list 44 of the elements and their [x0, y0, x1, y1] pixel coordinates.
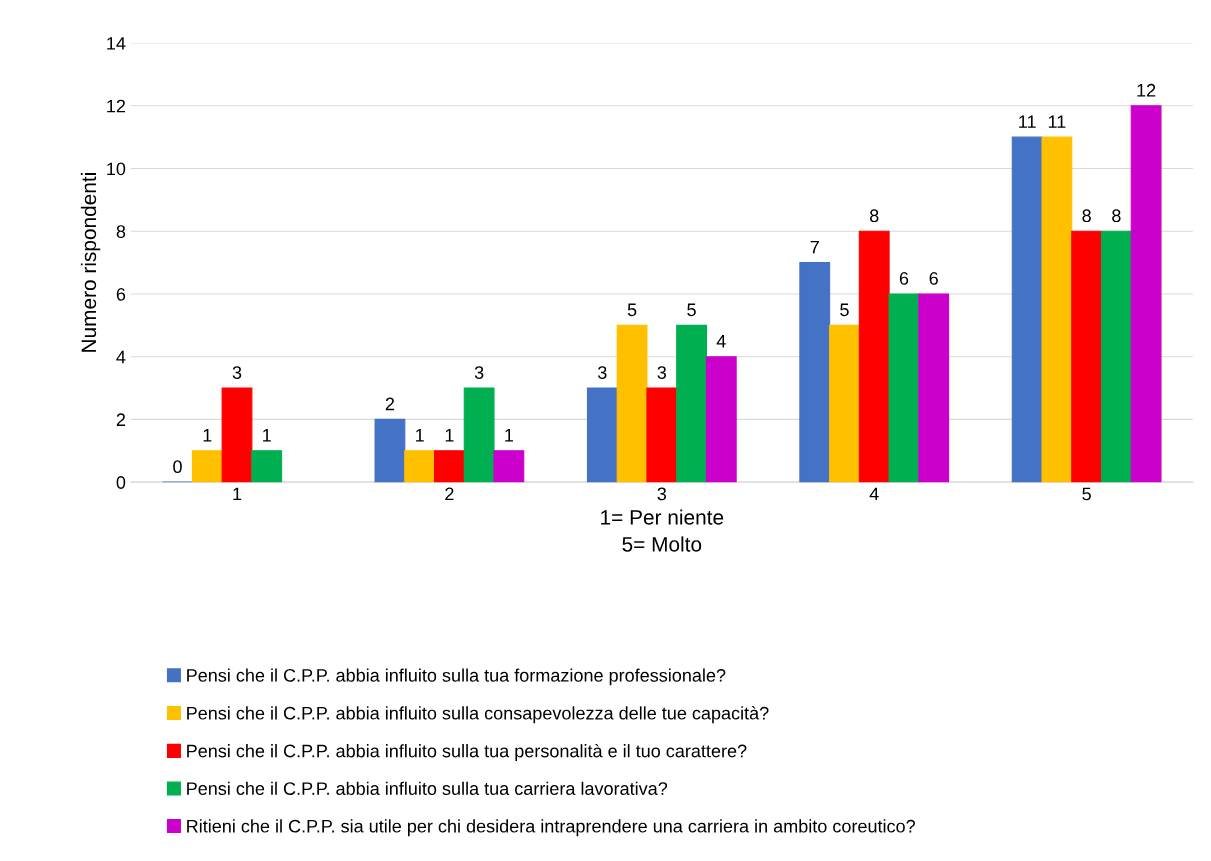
- legend-label: Pensi che il C.P.P. abbia influito sulla tua personalità e il tuo carattere?: [187, 743, 747, 761]
- data-label: 3: [474, 366, 484, 379]
- data-label: 1: [416, 429, 424, 442]
- data-label: 6: [899, 272, 909, 285]
- y-tick-label: 4: [116, 350, 126, 364]
- data-label: 1: [445, 429, 454, 442]
- legend-label: Ritieni che il C.P.P. sia utile per chi desidera intraprendere una carriera in ambito coreutico?: [187, 819, 915, 837]
- x-tick-label: 5: [1082, 487, 1091, 501]
- data-label: 3: [598, 366, 607, 379]
- x-tick-label: 4: [869, 487, 879, 501]
- x-axis-title: 1= Per niente 5= Molto: [601, 509, 724, 552]
- data-label: 3: [232, 366, 242, 379]
- y-tick-label: 0: [116, 476, 126, 489]
- y-tick-label: 6: [116, 287, 126, 301]
- legend-label: Pensi che il C.P.P. abbia influito sulla tua carriera lavorativa?: [187, 781, 668, 795]
- data-label: 1: [263, 429, 271, 442]
- data-label: 7: [810, 240, 819, 254]
- data-label: 3: [657, 366, 667, 379]
- data-label: 8: [1082, 209, 1091, 223]
- y-axis-title: Numero rispondenti: [80, 173, 101, 352]
- legend-label: Pensi che il C.P.P. abbia influito sulla consapevolezza delle tue capacità?: [187, 706, 769, 724]
- data-label: 1: [505, 429, 514, 442]
- y-tick-label: 12: [107, 99, 126, 113]
- data-label: 2: [385, 397, 395, 411]
- data-label: 1: [203, 429, 212, 442]
- data-label: 4: [716, 334, 726, 348]
- y-tick-label: 2: [116, 413, 126, 426]
- data-label: 12: [1137, 83, 1156, 97]
- data-label: 5: [627, 303, 637, 317]
- data-label: 11: [1048, 115, 1066, 128]
- legend-label: Pensi che il C.P.P. abbia influito sulla tua formazione professionale?: [187, 668, 726, 686]
- data-label: 5: [687, 303, 696, 317]
- data-label: 8: [1112, 209, 1121, 223]
- data-label: 0: [173, 460, 182, 474]
- data-label: 5: [840, 303, 849, 317]
- y-tick-label: 8: [116, 225, 126, 238]
- y-tick-label: 10: [107, 162, 126, 176]
- y-tick-label: 14: [107, 37, 126, 50]
- x-tick-label: 1: [233, 487, 242, 501]
- x-tick-label: 2: [445, 487, 454, 501]
- data-label: 11: [1019, 115, 1036, 128]
- x-tick-label: 3: [657, 487, 667, 501]
- data-label: 8: [869, 209, 879, 223]
- data-label: 6: [929, 272, 938, 285]
